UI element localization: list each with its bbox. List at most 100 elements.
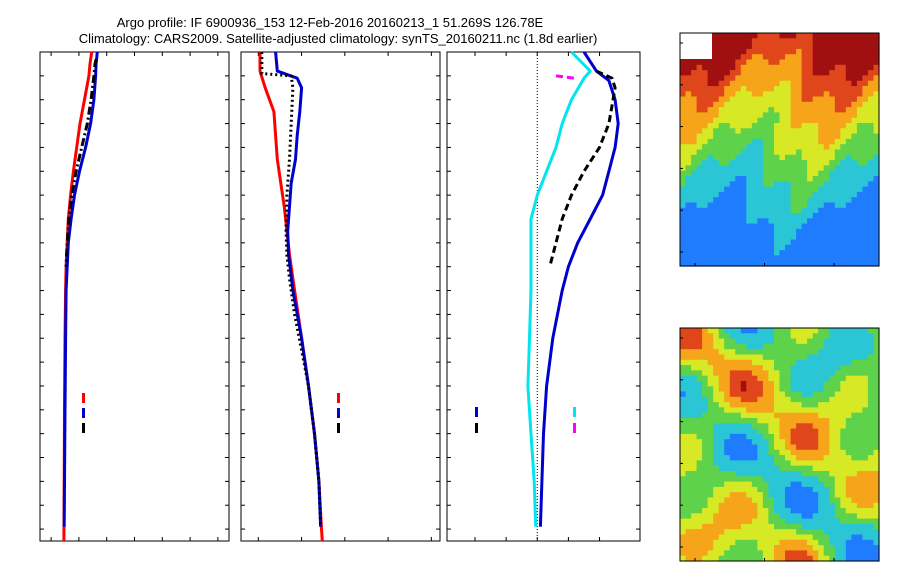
map-cell [851, 117, 858, 124]
map-cell [680, 407, 687, 414]
map-cell [691, 191, 698, 198]
map-cell [751, 418, 758, 424]
map-cell [790, 160, 797, 166]
map-cell [851, 502, 858, 509]
map-cell [707, 101, 714, 108]
map-cell [851, 186, 858, 193]
map-cell [768, 433, 775, 440]
map-cell [807, 370, 814, 377]
map-cell [702, 518, 709, 525]
map-cell [702, 492, 709, 499]
map-cell [757, 154, 764, 161]
map-cell [768, 465, 775, 472]
map-cell [757, 338, 764, 345]
map-cell [779, 239, 786, 246]
map-cell [691, 471, 698, 477]
map-cell [818, 418, 825, 424]
map-cell [840, 545, 847, 551]
map-cell [707, 176, 714, 182]
map-cell [735, 181, 742, 188]
map-cell [851, 359, 858, 366]
map-cell [680, 539, 687, 546]
map-cell [834, 91, 841, 98]
map-cell [790, 191, 797, 198]
map-cell [801, 250, 808, 256]
map-cell [823, 239, 830, 246]
map-cell [746, 86, 753, 92]
map-cell [829, 181, 836, 188]
map-cell [768, 234, 775, 241]
map-cell [829, 359, 836, 366]
map-cell [818, 59, 825, 66]
map-cell [801, 471, 808, 477]
legend-swatch [337, 423, 340, 433]
map-cell [862, 381, 869, 387]
map-cell [790, 197, 797, 204]
map-cell [779, 354, 786, 361]
map-cell [845, 191, 852, 198]
map-cell [834, 138, 841, 145]
map-cell [785, 186, 792, 193]
map-cell [812, 502, 819, 509]
map-cell [790, 228, 797, 235]
map-cell [856, 481, 863, 488]
map-cell [807, 423, 814, 430]
map-cell [867, 539, 874, 546]
map-cell [774, 428, 781, 435]
map-cell [718, 197, 725, 204]
map-cell [680, 191, 687, 198]
map-cell [718, 497, 725, 504]
map-cell [713, 407, 720, 414]
map-cell [829, 407, 836, 414]
map-cell [845, 128, 852, 135]
map-cell [790, 213, 797, 219]
map-cell [774, 117, 781, 124]
map-cell [696, 523, 703, 530]
map-cell [774, 218, 781, 225]
map-cell [740, 149, 747, 156]
map-cell [768, 149, 775, 156]
map-cell [801, 349, 808, 356]
map-cell [691, 228, 698, 235]
map-cell [774, 38, 781, 45]
map-cell [762, 465, 769, 472]
map-cell [691, 349, 698, 356]
map-cell [873, 545, 880, 551]
map-cell [796, 391, 803, 398]
map-cell [867, 513, 874, 520]
map-cell [812, 529, 819, 536]
map-cell [823, 439, 830, 446]
map-cell [829, 365, 836, 371]
map-cell [762, 239, 769, 246]
map-cell [785, 59, 792, 66]
map-cell [707, 123, 714, 129]
map-cell [785, 191, 792, 198]
map-cell [751, 396, 758, 403]
map-cell [718, 433, 725, 440]
map-cell [735, 555, 742, 562]
map-cell [873, 260, 880, 267]
map-cell [801, 48, 808, 55]
map-cell [680, 154, 687, 161]
map-cell [840, 349, 847, 356]
map-cell [856, 223, 863, 230]
map-cell [834, 391, 841, 398]
map-cell [779, 54, 786, 61]
map-cell [873, 433, 880, 440]
map-cell [856, 138, 863, 145]
map-cell [691, 239, 698, 246]
map-cell [746, 228, 753, 235]
map-cell [807, 534, 814, 541]
map-cell [757, 54, 764, 61]
map-cell [812, 144, 819, 151]
map-cell [785, 197, 792, 204]
map-cell [702, 391, 709, 398]
map-cell [746, 59, 753, 66]
map-cell [735, 186, 742, 193]
map-cell [702, 128, 709, 135]
map-cell [779, 123, 786, 129]
map-cell [823, 197, 830, 204]
map-cell [718, 59, 725, 66]
map-cell [785, 545, 792, 551]
map-cell [785, 365, 792, 371]
